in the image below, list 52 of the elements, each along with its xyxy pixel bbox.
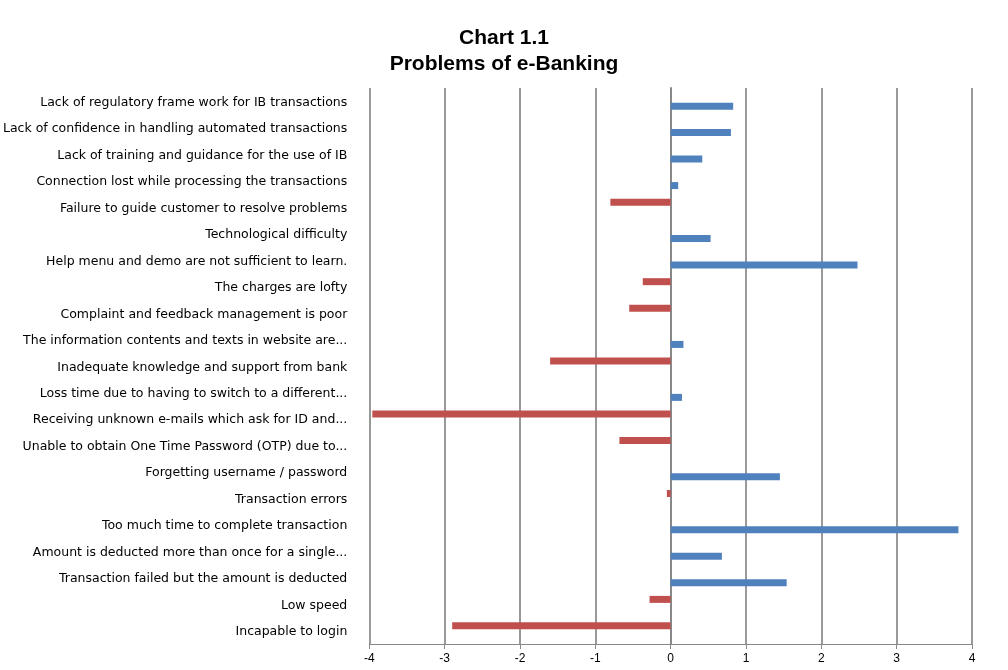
bar [670,473,780,481]
y-tick-label: Transaction errors [234,490,348,506]
bar [670,182,679,190]
y-tick-label: Technological difficulty [204,226,348,242]
bar [610,198,671,206]
y-tick-label: Lack of training and guidance for the use of IB [57,146,348,162]
bar [670,155,703,163]
bar [670,552,722,560]
bar [649,595,671,603]
x-tick-label: -4 [363,651,375,665]
y-tick-label: Amount is deducted more than once for a single... [32,543,348,559]
bar [629,304,671,312]
y-tick-label: Help menu and demo are not sufficient to learn. [46,252,348,268]
y-tick-label: Failure to guide customer to resolve problems [59,199,348,215]
bar [372,410,671,418]
bar [670,526,959,534]
bar [670,579,787,587]
y-tick-label: Transaction failed but the amount is deducted [57,570,348,586]
y-tick-label: Lack of regulatory frame work for IB transactions [40,93,348,109]
bar [642,278,671,286]
bar [670,340,684,348]
bar [670,102,734,110]
y-tick-label: Complaint and feedback management is poor [60,305,349,321]
y-tick-label: The charges are lofty [213,279,348,295]
y-tick-label: Too much time to complete transaction [100,517,348,533]
bar [666,489,671,497]
x-tick-label: 0 [667,651,675,665]
x-tick-label: -3 [439,651,451,665]
x-tick-label: 1 [742,651,750,665]
bar [670,393,682,401]
y-tick-label: Receiving unknown e-mails which ask for ID and... [32,411,348,427]
y-tick-label: Inadequate knowledge and support from bank [57,358,349,374]
x-tick-label: 3 [893,651,901,665]
bar [550,357,671,365]
x-tick-label: -2 [514,651,526,665]
bar [670,261,858,269]
bar [452,622,671,630]
y-tick-label: Loss time due to having to switch to a different... [39,384,348,400]
chart-title: Chart 1.1 Problems of e-Banking [389,24,619,74]
bar [619,437,671,445]
y-tick-label: Lack of confidence in handling automated transactions [2,120,348,136]
y-tick-label: Connection lost while processing the transactions [36,173,348,189]
bar [670,235,711,243]
y-tick-label: The information contents and texts in website are... [22,332,348,348]
bar [670,129,731,137]
x-tick-label: -1 [589,651,601,665]
y-tick-label: Forgetting username / password [145,464,348,480]
y-tick-label: Low speed [280,596,348,612]
y-tick-label: Unable to obtain One Time Password (OTP) due to... [22,437,348,453]
y-tick-label: Incapable to login [235,623,348,639]
x-tick-label: 4 [968,651,976,665]
x-tick-label: 2 [817,651,825,665]
